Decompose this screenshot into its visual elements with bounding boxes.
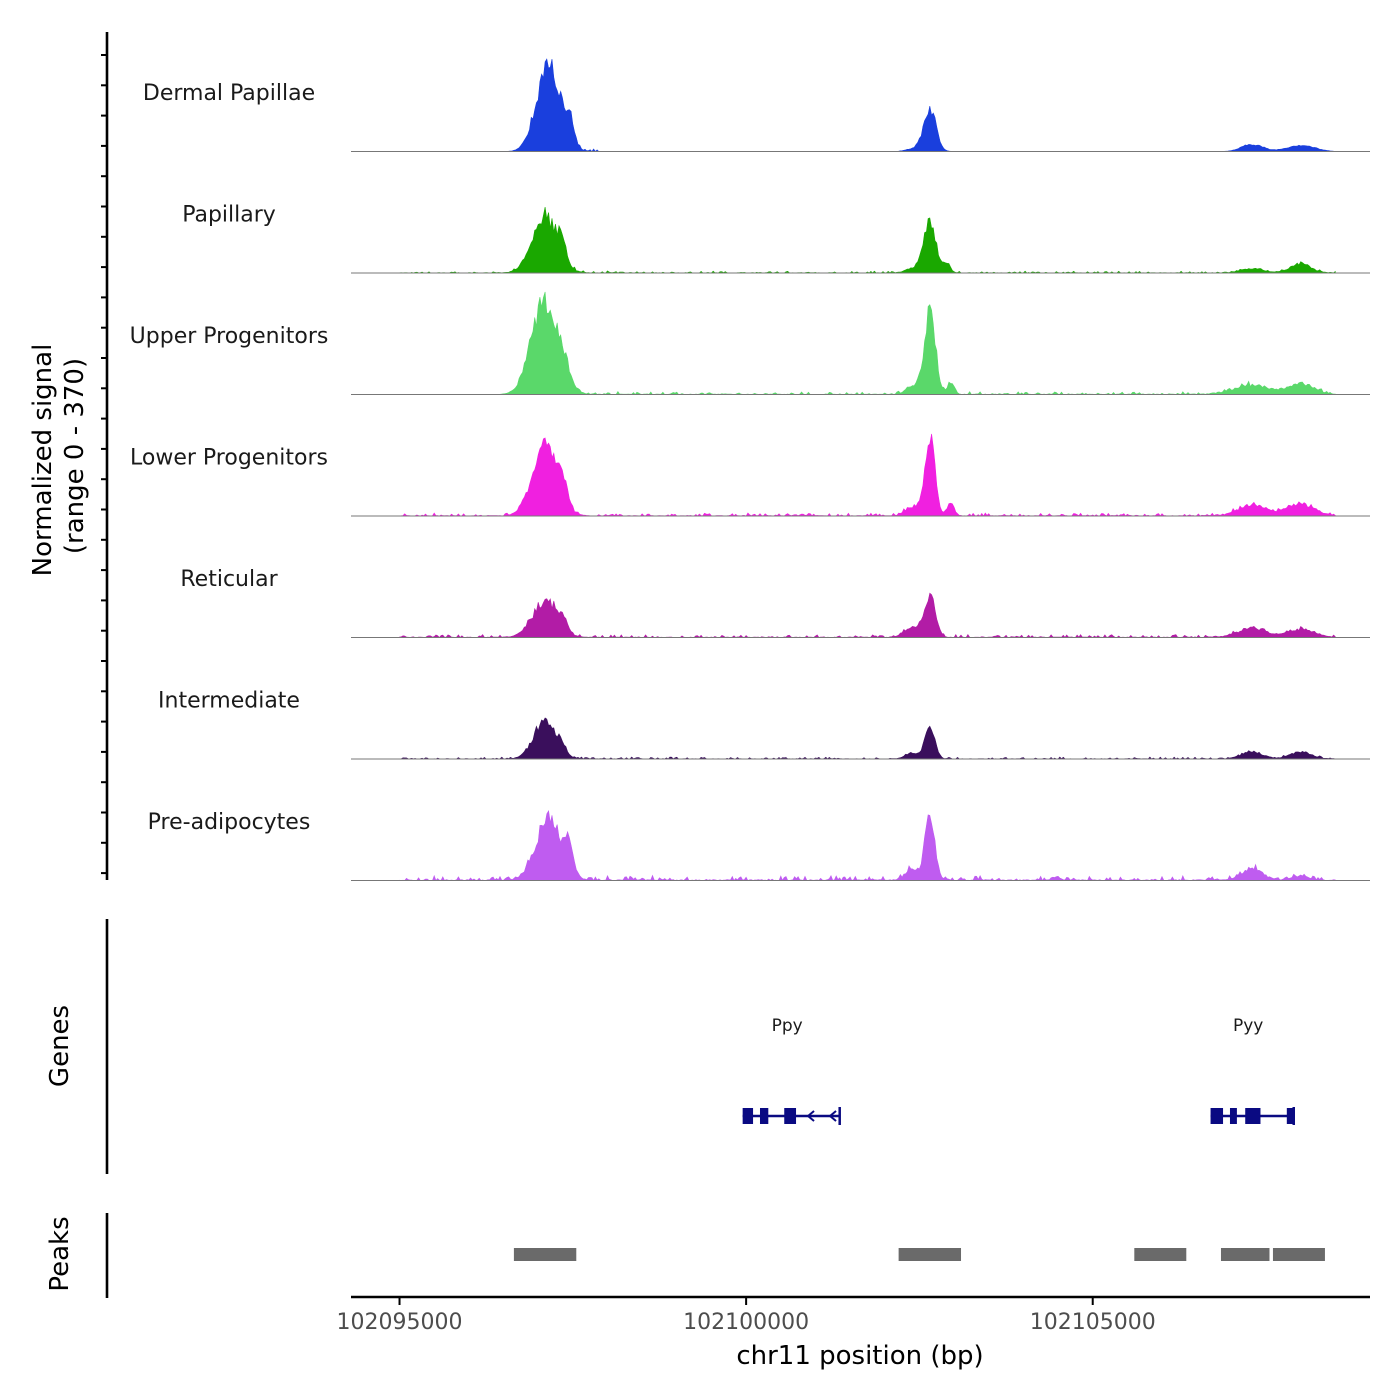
gene-label: Ppy [772, 1016, 803, 1036]
gene-exon [1210, 1108, 1224, 1124]
gene-label: Pyy [1233, 1016, 1263, 1036]
x-axis: 102095000 102100000 102105000 [337, 1295, 1370, 1335]
peak-bar [898, 1248, 962, 1261]
gene-exon [742, 1108, 754, 1124]
signal-area [399, 207, 1336, 274]
x-tick-label: 102095000 [337, 1310, 463, 1335]
track-label: Intermediate [158, 689, 300, 714]
x-tick-label: 102100000 [683, 1310, 809, 1335]
signal-y-axis [101, 32, 109, 880]
signal-area [399, 291, 1336, 395]
gene-exon [1229, 1108, 1237, 1124]
signal-area [399, 717, 1336, 760]
track-label: Pre-adipocytes [148, 810, 311, 835]
signal-area [399, 58, 1336, 152]
peaks-panel-label: Peaks [45, 1216, 75, 1291]
peak-bar [1220, 1248, 1270, 1261]
signal-area [399, 592, 1336, 638]
signal-area [399, 433, 1336, 517]
signal-tracks: Dermal Papillae Papillary Upper Progenitor… [130, 58, 1370, 882]
peak-bar [1272, 1248, 1325, 1261]
track-label: Papillary [182, 203, 276, 228]
signal-area [399, 810, 1336, 882]
track-label: Dermal Papillae [143, 81, 315, 106]
gene-exon [784, 1108, 797, 1124]
signal-y-axis-range-label: (range 0 - 370) [60, 358, 90, 554]
strand-arrow [806, 1110, 815, 1122]
gene-exon [759, 1108, 769, 1124]
gene-exon [1245, 1108, 1261, 1124]
track-label: Upper Progenitors [130, 324, 329, 349]
genes-panel-label: Genes [45, 1005, 75, 1087]
peak-regions [513, 1248, 1325, 1261]
gene-annotations: Ppy Pyy [742, 1016, 1295, 1125]
x-tick-label: 102105000 [1030, 1310, 1156, 1335]
x-axis-title: chr11 position (bp) [736, 1341, 983, 1371]
track-label: Reticular [180, 567, 278, 592]
strand-arrow [828, 1110, 837, 1122]
peak-bar [1134, 1248, 1187, 1261]
gene-exon [1286, 1108, 1294, 1124]
track-label: Lower Progenitors [130, 446, 328, 471]
peak-bar [513, 1248, 577, 1261]
signal-y-axis-label: Normalized signal [28, 344, 58, 577]
